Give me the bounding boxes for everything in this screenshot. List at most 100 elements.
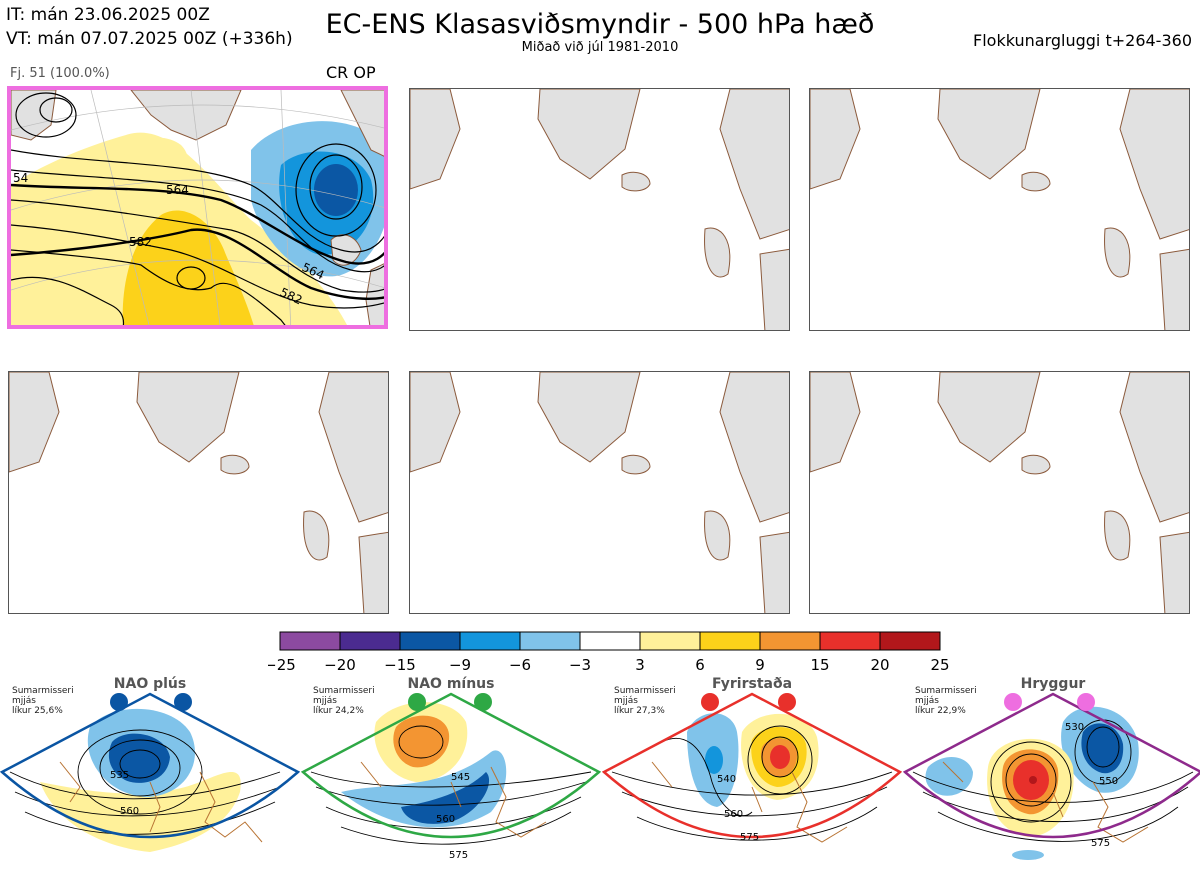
- regime-panel-ridge[interactable]: 530 550 575 Hryggur Sumarmisseri mjjás l…: [903, 672, 1200, 871]
- colorbar-tick-label: 25: [930, 656, 949, 674]
- regime-panel-nao-minus[interactable]: 545 560 575 NAO mínus Sumarmisseri mjjás…: [301, 672, 601, 871]
- regime-coastlines: [651, 761, 848, 843]
- empty-map-panel[interactable]: [409, 88, 790, 331]
- regime-info-line: mjjás: [915, 696, 939, 706]
- land-area: [1104, 510, 1131, 561]
- height-contour-thick-2: [11, 228, 384, 300]
- regime-frame: [301, 692, 601, 839]
- regime-info: Sumarmisseri mjjás líkur 27,3%: [614, 686, 676, 716]
- land-area: [537, 89, 641, 180]
- regime-negative-core: [705, 746, 723, 774]
- height-contours: [11, 92, 384, 325]
- regime-negative-core: [401, 772, 490, 824]
- regime-coastlines: [59, 761, 263, 843]
- colorbar-swatch: [639, 631, 701, 651]
- colorbar-tick-label: 6: [695, 656, 705, 674]
- empty-map-panel[interactable]: [809, 88, 1190, 331]
- land-area: [1119, 372, 1189, 523]
- cluster-map-panel[interactable]: 564 582 564 582 54: [7, 86, 388, 329]
- page-subtitle: Miðað við júl 1981-2010: [521, 40, 679, 55]
- regime-frame: [0, 692, 300, 839]
- land-area: [1159, 248, 1189, 330]
- land-area: [704, 227, 731, 278]
- regime-info-line: líkur 24,2%: [313, 706, 364, 716]
- colorbar-swatch: [339, 631, 401, 651]
- regime-contours: [611, 725, 893, 841]
- colorbar-swatch: [699, 631, 761, 651]
- map-svg: [410, 89, 789, 330]
- regime-info-line: Sumarmisseri: [614, 686, 676, 696]
- regime-contour-label: 540: [717, 774, 736, 785]
- land-area: [719, 89, 789, 240]
- regime-markers: [701, 693, 796, 711]
- regime-contour-label: 575: [1091, 838, 1110, 849]
- regime-map: 535 560: [0, 692, 300, 852]
- regime-info-line: mjjás: [614, 696, 638, 706]
- cluster-map-svg: 564 582 564 582 54: [11, 90, 384, 325]
- cluster-label: Fj. 51 (100.0%): [10, 66, 110, 81]
- init-time: IT: mán 23.06.2025 00Z: [6, 5, 210, 25]
- land-area: [358, 531, 388, 613]
- regime-info-line: Sumarmisseri: [12, 686, 74, 696]
- regime-marker-dot: [701, 693, 719, 711]
- land-area: [318, 372, 388, 523]
- regime-info-line: mjjás: [12, 696, 36, 706]
- land-area: [810, 89, 861, 190]
- land-area: [759, 531, 789, 613]
- page-title: EC-ENS Klasasviðsmyndir - 500 hPa hæð: [325, 9, 875, 40]
- regime-contour-label: 530: [1065, 722, 1084, 733]
- land-area: [621, 454, 651, 475]
- regime-contour-label: 545: [451, 772, 470, 783]
- colorbar-tick-label: −15: [384, 656, 416, 674]
- regime-info-line: líkur 22,9%: [915, 706, 966, 716]
- regime-title: NAO plús: [113, 676, 187, 692]
- regime-marker-dot: [408, 693, 426, 711]
- regime-info-line: Sumarmisseri: [313, 686, 375, 696]
- regime-negative-core: [108, 733, 170, 783]
- land-area: [1021, 454, 1051, 475]
- land-area: [136, 372, 240, 463]
- regime-contour-label: 550: [1099, 776, 1118, 787]
- regime-marker-dot: [1004, 693, 1022, 711]
- regime-marker-dot: [1077, 693, 1095, 711]
- land-area: [537, 372, 641, 463]
- colorbar-swatch: [459, 631, 521, 651]
- empty-map-panel[interactable]: [809, 371, 1190, 614]
- regime-map: 530 550 575: [903, 692, 1200, 860]
- regime-info-line: Sumarmisseri: [915, 686, 977, 696]
- contour-label: 564: [166, 183, 189, 197]
- land-area: [9, 372, 60, 473]
- land-area: [719, 372, 789, 523]
- regime-marker-dot: [110, 693, 128, 711]
- land-area: [704, 510, 731, 561]
- regime-contours: [9, 729, 281, 835]
- regime-info-line: líkur 25,6%: [12, 706, 63, 716]
- regime-info-line: mjjás: [313, 696, 337, 706]
- empty-map-panel[interactable]: [8, 371, 389, 614]
- land-area: [410, 372, 461, 473]
- regime-panel-blocking[interactable]: 540 560 575 Fyrirstaða Sumarmisseri mjjá…: [602, 672, 902, 871]
- regime-markers: [408, 693, 492, 711]
- regime-info: Sumarmisseri mjjás líkur 24,2%: [313, 686, 375, 716]
- land-area: [1104, 227, 1131, 278]
- regime-frame: [602, 692, 902, 839]
- empty-map-panel[interactable]: [409, 371, 790, 614]
- regime-positive-center: [770, 745, 790, 769]
- height-contour-thick-1: [11, 183, 384, 265]
- land-area: [759, 248, 789, 330]
- regime-map: 545 560 575: [301, 692, 601, 861]
- colorbar-swatch: [819, 631, 881, 651]
- colorbar-swatch: [759, 631, 821, 651]
- regime-info-line: líkur 27,3%: [614, 706, 665, 716]
- land-area: [621, 171, 651, 192]
- regime-title: NAO mínus: [407, 676, 495, 692]
- colorbar-tick-label: 20: [870, 656, 889, 674]
- regime-panel-nao-plus[interactable]: 535 560 NAO plús Sumarmisseri mjjás líku…: [0, 672, 300, 871]
- regime-coastlines: [942, 761, 1149, 843]
- land-areas: [11, 90, 384, 325]
- colorbar-swatch: [399, 631, 461, 651]
- regime-contour-label: 560: [724, 809, 743, 820]
- regime-negative-anomaly-west: [925, 756, 973, 796]
- colorbar-tick-label: −6: [509, 656, 531, 674]
- colorbar-svg: −25 −20 −15 −9 −6 −3 3 6 9 15 20 25: [264, 631, 950, 674]
